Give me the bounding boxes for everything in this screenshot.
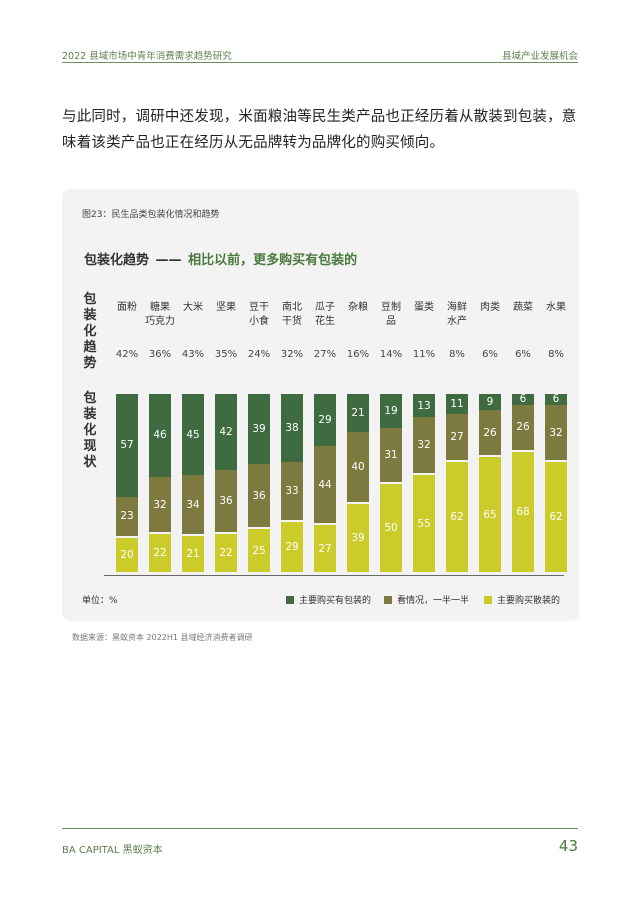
trend-percent: 6%: [515, 349, 531, 360]
footer-brand: BA CAPITAL 黑蚁资本: [62, 845, 163, 856]
bar-segment: 9: [479, 394, 501, 411]
category-label: 肉类: [480, 302, 500, 313]
body-paragraph: 与此同时，调研中还发现，米面粮油等民生类产品也正经历着从散装到包装，意味着该类产…: [62, 109, 577, 151]
bar-segment: 57: [116, 394, 138, 497]
bar-segment: 40: [347, 431, 369, 502]
category-label: 蔬菜: [513, 302, 533, 313]
bar-segment: 45: [182, 394, 204, 475]
category-label: 坚果: [216, 302, 236, 313]
category-label: 蛋类: [414, 302, 434, 313]
bar-segment: 38: [281, 394, 303, 463]
trend-percent: 24%: [247, 349, 271, 360]
bar-segment: 42: [215, 394, 237, 470]
bar-segment: 36: [215, 469, 237, 533]
trend-percent: 16%: [346, 349, 370, 360]
figure-label: 图23：民生品类包装化情况和趋势: [82, 210, 220, 220]
chart-baseline: [104, 575, 564, 576]
bar-segment: 50: [380, 484, 402, 572]
trend-percent: 35%: [214, 349, 238, 360]
bar-segment: 23: [116, 496, 138, 536]
legend-item-bulk: 主要购买散装的: [484, 593, 560, 606]
bar-segment: 11: [446, 394, 468, 414]
bar-segment: 31: [380, 428, 402, 482]
bar-segment: 27: [314, 525, 336, 572]
legend-swatch: [286, 596, 294, 604]
header-section-title: 县域产业发展机会: [501, 51, 578, 62]
bar-segment: 6: [512, 393, 534, 405]
trend-percent: 42%: [115, 349, 139, 360]
bar-segment: 29: [281, 521, 303, 572]
trend-percent: 11%: [412, 349, 436, 360]
chart-title-main: 包装化趋势: [84, 253, 150, 268]
trend-row-label: 包装化趋势: [83, 292, 97, 371]
chart-title: 包装化趋势 —— 相比以前，更多购买有包装的: [84, 249, 357, 268]
trend-percent: 14%: [379, 349, 403, 360]
bar-segment: 65: [479, 457, 501, 572]
trend-percent: 32%: [280, 349, 304, 360]
bar-segment: 68: [512, 451, 534, 572]
bar-segment: 39: [248, 394, 270, 465]
bar-segment: 34: [182, 475, 204, 535]
legend-item-packaged: 主要购买有包装的: [286, 593, 371, 606]
bar-segment: 44: [314, 446, 336, 524]
legend-label: 看情况，一半一半: [397, 596, 470, 606]
category-label: 杂粮: [348, 302, 368, 313]
legend-label: 主要购买散装的: [497, 596, 561, 606]
bar-segment: 32: [149, 476, 171, 533]
category-label: 水果: [546, 302, 566, 313]
bar-segment: 62: [446, 462, 468, 572]
bar-segment: 21: [347, 394, 369, 432]
chart-card: 图23：民生品类包装化情况和趋势 包装化趋势 —— 相比以前，更多购买有包装的 …: [62, 189, 579, 621]
category-label: 南北 干货: [282, 302, 302, 327]
bar-segment: 25: [248, 529, 270, 572]
trend-percent: 6%: [482, 349, 498, 360]
trend-percent: 8%: [449, 349, 465, 360]
bar-segment: 22: [215, 534, 237, 572]
bar-segment: 32: [413, 417, 435, 473]
header-report-title: 2022 县域市场中青年消费需求趋势研究: [62, 51, 232, 62]
bar-segment: 26: [512, 404, 534, 450]
trend-percent: 43%: [181, 349, 205, 360]
status-row-label: 包装化现状: [83, 391, 97, 470]
legend-swatch: [384, 596, 392, 604]
bar-segment: 6: [545, 393, 567, 405]
category-label: 面粉: [117, 302, 137, 313]
category-label: 瓜子 花生: [315, 302, 335, 327]
category-label: 糖果 巧克力: [145, 302, 175, 327]
bar-segment: 22: [149, 534, 171, 572]
bar-segment: 29: [314, 394, 336, 447]
bar-segment: 21: [182, 536, 204, 572]
bar-segment: 55: [413, 475, 435, 572]
page-number: 43: [558, 837, 578, 855]
legend-label: 主要购买有包装的: [299, 596, 372, 606]
category-label: 豆制品: [381, 302, 401, 327]
trend-percent: 36%: [148, 349, 172, 360]
category-label: 海鲜 水产: [447, 302, 467, 327]
bar-segment: 62: [545, 462, 567, 572]
bar-segment: 20: [116, 538, 138, 572]
bar-segment: 13: [413, 394, 435, 418]
page-header: 2022 县域市场中青年消费需求趋势研究 县域产业发展机会: [62, 40, 578, 63]
bar-segment: 26: [479, 410, 501, 455]
bar-segment: 32: [545, 404, 567, 461]
chart-title-sub: 相比以前，更多购买有包装的: [188, 253, 358, 268]
unit-label: 单位：%: [82, 596, 118, 606]
bar-segment: 27: [446, 413, 468, 461]
data-source: 数据来源：黑蚁资本 2022H1 县域经济消费者调研: [72, 633, 253, 642]
category-label: 豆干 小食: [249, 302, 269, 327]
category-label: 大米: [183, 302, 203, 313]
trend-percent: 27%: [313, 349, 337, 360]
bar-segment: 33: [281, 462, 303, 520]
page-footer: BA CAPITAL 黑蚁资本 43: [62, 828, 578, 856]
legend-swatch: [484, 596, 492, 604]
bar-segment: 39: [347, 503, 369, 572]
legend-item-depends: 看情况，一半一半: [384, 593, 469, 606]
bar-segment: 46: [149, 394, 171, 477]
trend-percent: 8%: [548, 349, 564, 360]
bar-segment: 36: [248, 464, 270, 527]
bar-segment: 19: [380, 394, 402, 429]
chart-title-dash: ——: [155, 253, 182, 268]
